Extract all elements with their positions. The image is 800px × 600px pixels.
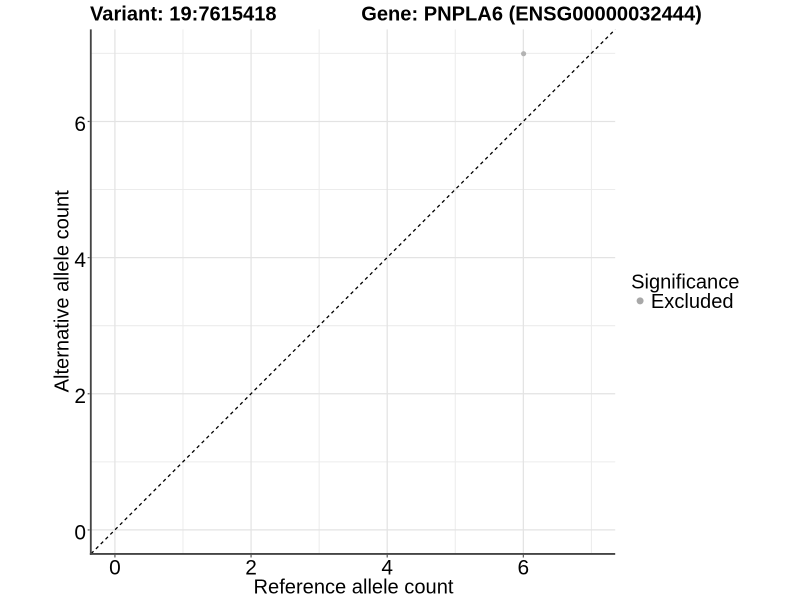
svg-text:Alternative allele count: Alternative allele count	[52, 190, 74, 393]
svg-text:6: 6	[518, 557, 530, 580]
svg-text:4: 4	[381, 557, 393, 580]
svg-text:Significance: Significance	[631, 272, 739, 294]
svg-text:6: 6	[74, 113, 86, 136]
svg-text:Reference allele count: Reference allele count	[254, 577, 454, 599]
svg-text:2: 2	[245, 557, 257, 580]
svg-text:4: 4	[74, 249, 86, 272]
svg-text:0: 0	[74, 521, 86, 544]
svg-text:2: 2	[74, 385, 86, 408]
svg-text:0: 0	[109, 557, 121, 580]
svg-text:Excluded: Excluded	[651, 291, 734, 313]
svg-text:Gene: PNPLA6 (ENSG00000032444): Gene: PNPLA6 (ENSG00000032444)	[361, 4, 702, 26]
svg-text:Variant: 19:7615418: Variant: 19:7615418	[90, 4, 277, 26]
